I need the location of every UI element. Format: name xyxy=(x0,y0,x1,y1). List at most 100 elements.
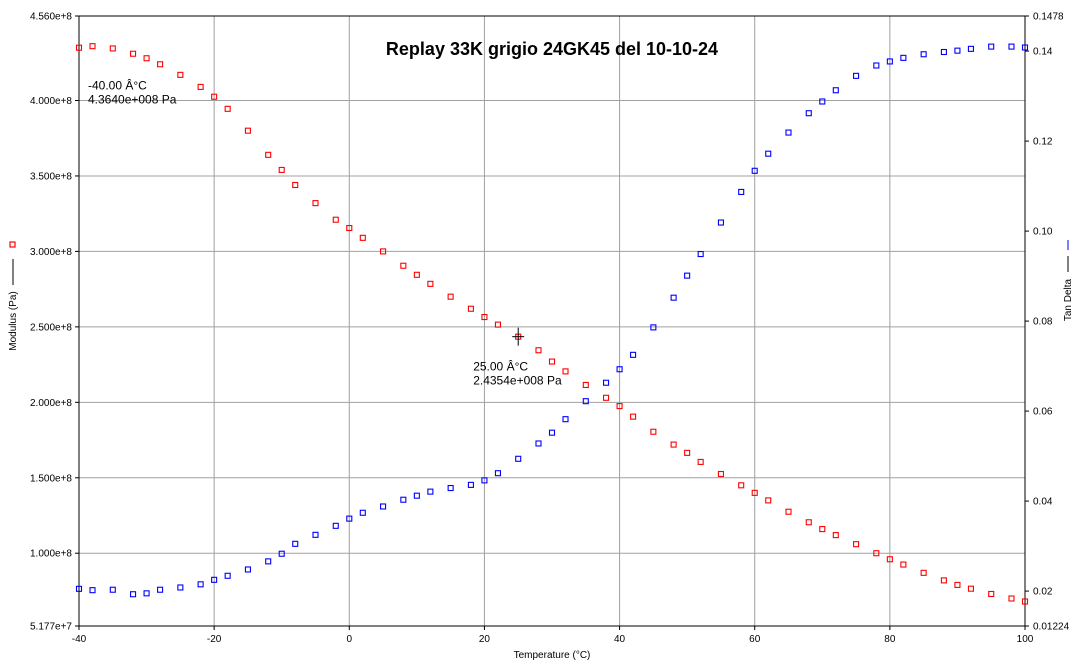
modulus-point xyxy=(650,428,657,435)
modulus-point xyxy=(332,216,339,223)
modulus-point xyxy=(805,519,812,526)
y-axis-label-group: Modulus (Pa) xyxy=(8,241,19,351)
tan-delta-point xyxy=(427,488,434,495)
tan-delta-point xyxy=(467,481,474,488)
y-tick-label: 4.560e+8 xyxy=(30,12,72,23)
tan-delta-point xyxy=(900,54,907,61)
tan-delta-point xyxy=(211,576,218,583)
modulus-point xyxy=(89,43,96,50)
modulus-point xyxy=(1021,598,1029,605)
y-tick-label: 2.000e+8 xyxy=(30,398,72,409)
tan-delta-point xyxy=(1021,44,1029,51)
x-tick-label: -20 xyxy=(207,634,222,645)
tan-delta-point xyxy=(109,586,116,593)
modulus-point xyxy=(548,358,556,365)
modulus-point xyxy=(224,105,231,112)
modulus-point xyxy=(603,394,610,401)
modulus-point xyxy=(562,368,569,375)
modulus-point xyxy=(197,83,204,90)
plot-background xyxy=(79,16,1025,626)
modulus-point xyxy=(177,71,184,78)
y-tick-label: 5.177e+7 xyxy=(30,622,72,633)
tan-delta-point xyxy=(616,366,623,373)
annotation-label: -40.00 Â°C xyxy=(88,78,147,93)
tan-delta-point xyxy=(920,51,927,58)
tan-delta-point xyxy=(630,351,637,358)
modulus-point xyxy=(751,489,758,496)
data-series xyxy=(75,43,1029,605)
tan-delta-point xyxy=(940,48,947,56)
y-tick-label: 2.500e+8 xyxy=(30,322,72,333)
modulus-point xyxy=(535,347,542,354)
y-tick-label: 1.500e+8 xyxy=(30,473,72,484)
tan-delta-point xyxy=(697,250,704,258)
tan-delta-point xyxy=(130,591,137,598)
modulus-point xyxy=(630,413,637,420)
x-tick-label: 20 xyxy=(479,634,491,645)
modulus-point xyxy=(494,321,501,328)
y-tick-label: 3.500e+8 xyxy=(30,171,72,182)
modulus-point xyxy=(900,561,907,568)
tan-delta-point xyxy=(380,503,387,510)
tan-delta-point xyxy=(89,587,96,594)
tan-delta-point xyxy=(582,398,589,405)
modulus-point xyxy=(481,313,488,321)
tan-delta-point xyxy=(535,440,542,447)
modulus-point xyxy=(819,526,826,533)
annotation-label: 4.3640e+008 Pa xyxy=(88,93,177,107)
modulus-point xyxy=(359,234,366,241)
x-axis-label: Temperature (°C) xyxy=(514,650,591,661)
modulus-point xyxy=(109,45,116,52)
tan-delta-point xyxy=(481,477,488,484)
tan-delta-point xyxy=(447,484,454,492)
y-tick-label: 3.000e+8 xyxy=(30,247,72,258)
modulus-point xyxy=(738,482,745,489)
axis-ticks: -40 -20 0 20 40 60 80 100 5.177e+7 1.000e+8 1.500e… xyxy=(30,12,1070,646)
tan-delta-point xyxy=(765,150,772,157)
tan-delta-point xyxy=(873,62,880,69)
modulus-point xyxy=(447,293,454,300)
y2-axis-label-group: Tan Delta xyxy=(1063,240,1074,321)
tan-delta-point xyxy=(819,98,826,105)
modulus-point xyxy=(400,262,407,269)
tan-delta-point xyxy=(805,110,812,117)
y2-tick-label: 0.14 xyxy=(1033,47,1053,58)
tan-delta-point xyxy=(738,188,745,195)
y2-tick-label: 0.1478 xyxy=(1033,12,1064,23)
modulus-point xyxy=(940,577,947,584)
modulus-point xyxy=(717,470,724,478)
tan-delta-point xyxy=(853,72,860,79)
modulus-point xyxy=(832,532,839,539)
tan-delta-point xyxy=(886,58,893,65)
tan-delta-point xyxy=(832,87,839,94)
tan-delta-point xyxy=(954,47,961,54)
tan-delta-point xyxy=(515,455,522,462)
tan-delta-point xyxy=(75,585,83,592)
modulus-point xyxy=(582,381,589,389)
modulus-point xyxy=(697,458,704,465)
modulus-point xyxy=(312,200,319,207)
x-tick-label: 100 xyxy=(1017,634,1034,645)
modulus-point xyxy=(75,44,83,51)
modulus-point xyxy=(670,441,677,448)
y2-tick-label: 0.12 xyxy=(1033,137,1053,148)
modulus-point xyxy=(143,55,150,62)
y2-tick-label: 0.08 xyxy=(1033,317,1053,328)
modulus-point xyxy=(954,581,961,588)
x-tick-label: 80 xyxy=(884,634,896,645)
y2-tick-label: 0.02 xyxy=(1033,587,1053,598)
tan-delta-point xyxy=(359,509,366,516)
y-tick-label: 4.000e+8 xyxy=(30,96,72,107)
tan-delta-point xyxy=(265,558,272,565)
modulus-point xyxy=(346,224,353,232)
y2-tick-label: 0.04 xyxy=(1033,497,1053,508)
y2-tick-label: 0.10 xyxy=(1033,227,1053,238)
annotations: -40.00 Â°C4.3640e+008 Pa 25.00 Â°C2.4354e… xyxy=(88,78,562,388)
y2-axis-label: Tan Delta xyxy=(1063,278,1074,321)
modulus-point xyxy=(920,569,927,576)
modulus-point xyxy=(873,550,880,557)
x-tick-label: 40 xyxy=(614,634,626,645)
y-tick-label: 1.000e+8 xyxy=(30,549,72,560)
x-tick-label: 0 xyxy=(347,634,353,645)
